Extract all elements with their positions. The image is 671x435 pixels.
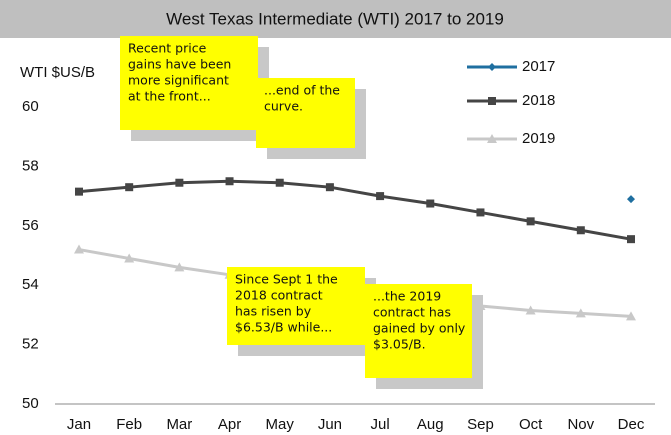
annotation-box <box>365 284 472 378</box>
annotation-text: Recent price <box>128 41 207 56</box>
annotation-text: more significant <box>128 73 229 88</box>
x-tick-label: Mar <box>166 416 192 433</box>
x-tick-label: Jun <box>318 416 342 433</box>
marker <box>627 235 635 244</box>
annotation-text: at the front... <box>128 89 211 104</box>
marker <box>175 178 184 187</box>
marker <box>174 262 185 272</box>
annotation-text: ...end of the <box>264 83 340 98</box>
annotation-text: 2018 contract <box>235 288 323 303</box>
annotation-text: has risen by <box>235 304 312 319</box>
x-tick-label: Oct <box>519 416 543 433</box>
title-bar <box>0 0 671 38</box>
marker <box>476 208 485 217</box>
x-tick-label: May <box>266 416 295 433</box>
marker <box>575 308 586 318</box>
annotation-text: $3.05/B. <box>373 337 426 352</box>
marker <box>325 183 334 192</box>
legend-label: 2017 <box>522 58 555 75</box>
marker <box>376 192 385 201</box>
y-tick-label: 50 <box>22 395 39 412</box>
x-tick-label: Jul <box>370 416 389 433</box>
legend-label: 2019 <box>522 130 555 147</box>
annotation-text: Since Sept 1 the <box>235 272 338 287</box>
y-axis-label: WTI $US/B <box>20 64 95 81</box>
annotation-text: curve. <box>264 99 303 114</box>
marker <box>627 195 635 204</box>
series-line <box>78 179 632 241</box>
x-tick-label: Feb <box>116 416 142 433</box>
annotation-box <box>256 78 355 148</box>
y-tick-label: 56 <box>22 217 39 234</box>
marker <box>626 311 636 321</box>
chart-title: West Texas Intermediate (WTI) 2017 to 20… <box>166 9 504 28</box>
marker <box>488 63 496 71</box>
annotation-text: contract has <box>373 305 451 320</box>
x-tick-label: Nov <box>567 416 594 433</box>
annotation-text: gains have been <box>128 57 231 72</box>
x-tick-label: Aug <box>417 416 444 433</box>
x-tick-label: Dec <box>618 416 645 433</box>
annotation-text: $6.53/B while... <box>235 320 332 335</box>
legend-label: 2018 <box>522 92 555 109</box>
marker <box>487 134 497 143</box>
marker <box>525 305 536 315</box>
marker <box>74 244 84 254</box>
marker <box>426 199 435 208</box>
y-tick-label: 60 <box>22 98 39 115</box>
marker <box>225 177 234 186</box>
x-tick-label: Sep <box>467 416 494 433</box>
y-tick-label: 54 <box>22 276 39 293</box>
y-tick-label: 52 <box>22 336 39 353</box>
x-tick-label: Apr <box>218 416 241 433</box>
marker <box>124 253 135 263</box>
marker <box>488 97 496 105</box>
annotation-text: ...the 2019 <box>373 289 441 304</box>
marker <box>275 178 284 187</box>
annotation-box <box>120 36 258 130</box>
marker <box>526 217 535 226</box>
marker <box>125 183 134 192</box>
marker <box>576 226 585 235</box>
annotation-text: gained by only <box>373 321 466 336</box>
annotation-box <box>227 267 365 345</box>
marker <box>75 187 83 196</box>
y-tick-label: 58 <box>22 157 39 174</box>
x-tick-label: Jan <box>67 416 91 433</box>
